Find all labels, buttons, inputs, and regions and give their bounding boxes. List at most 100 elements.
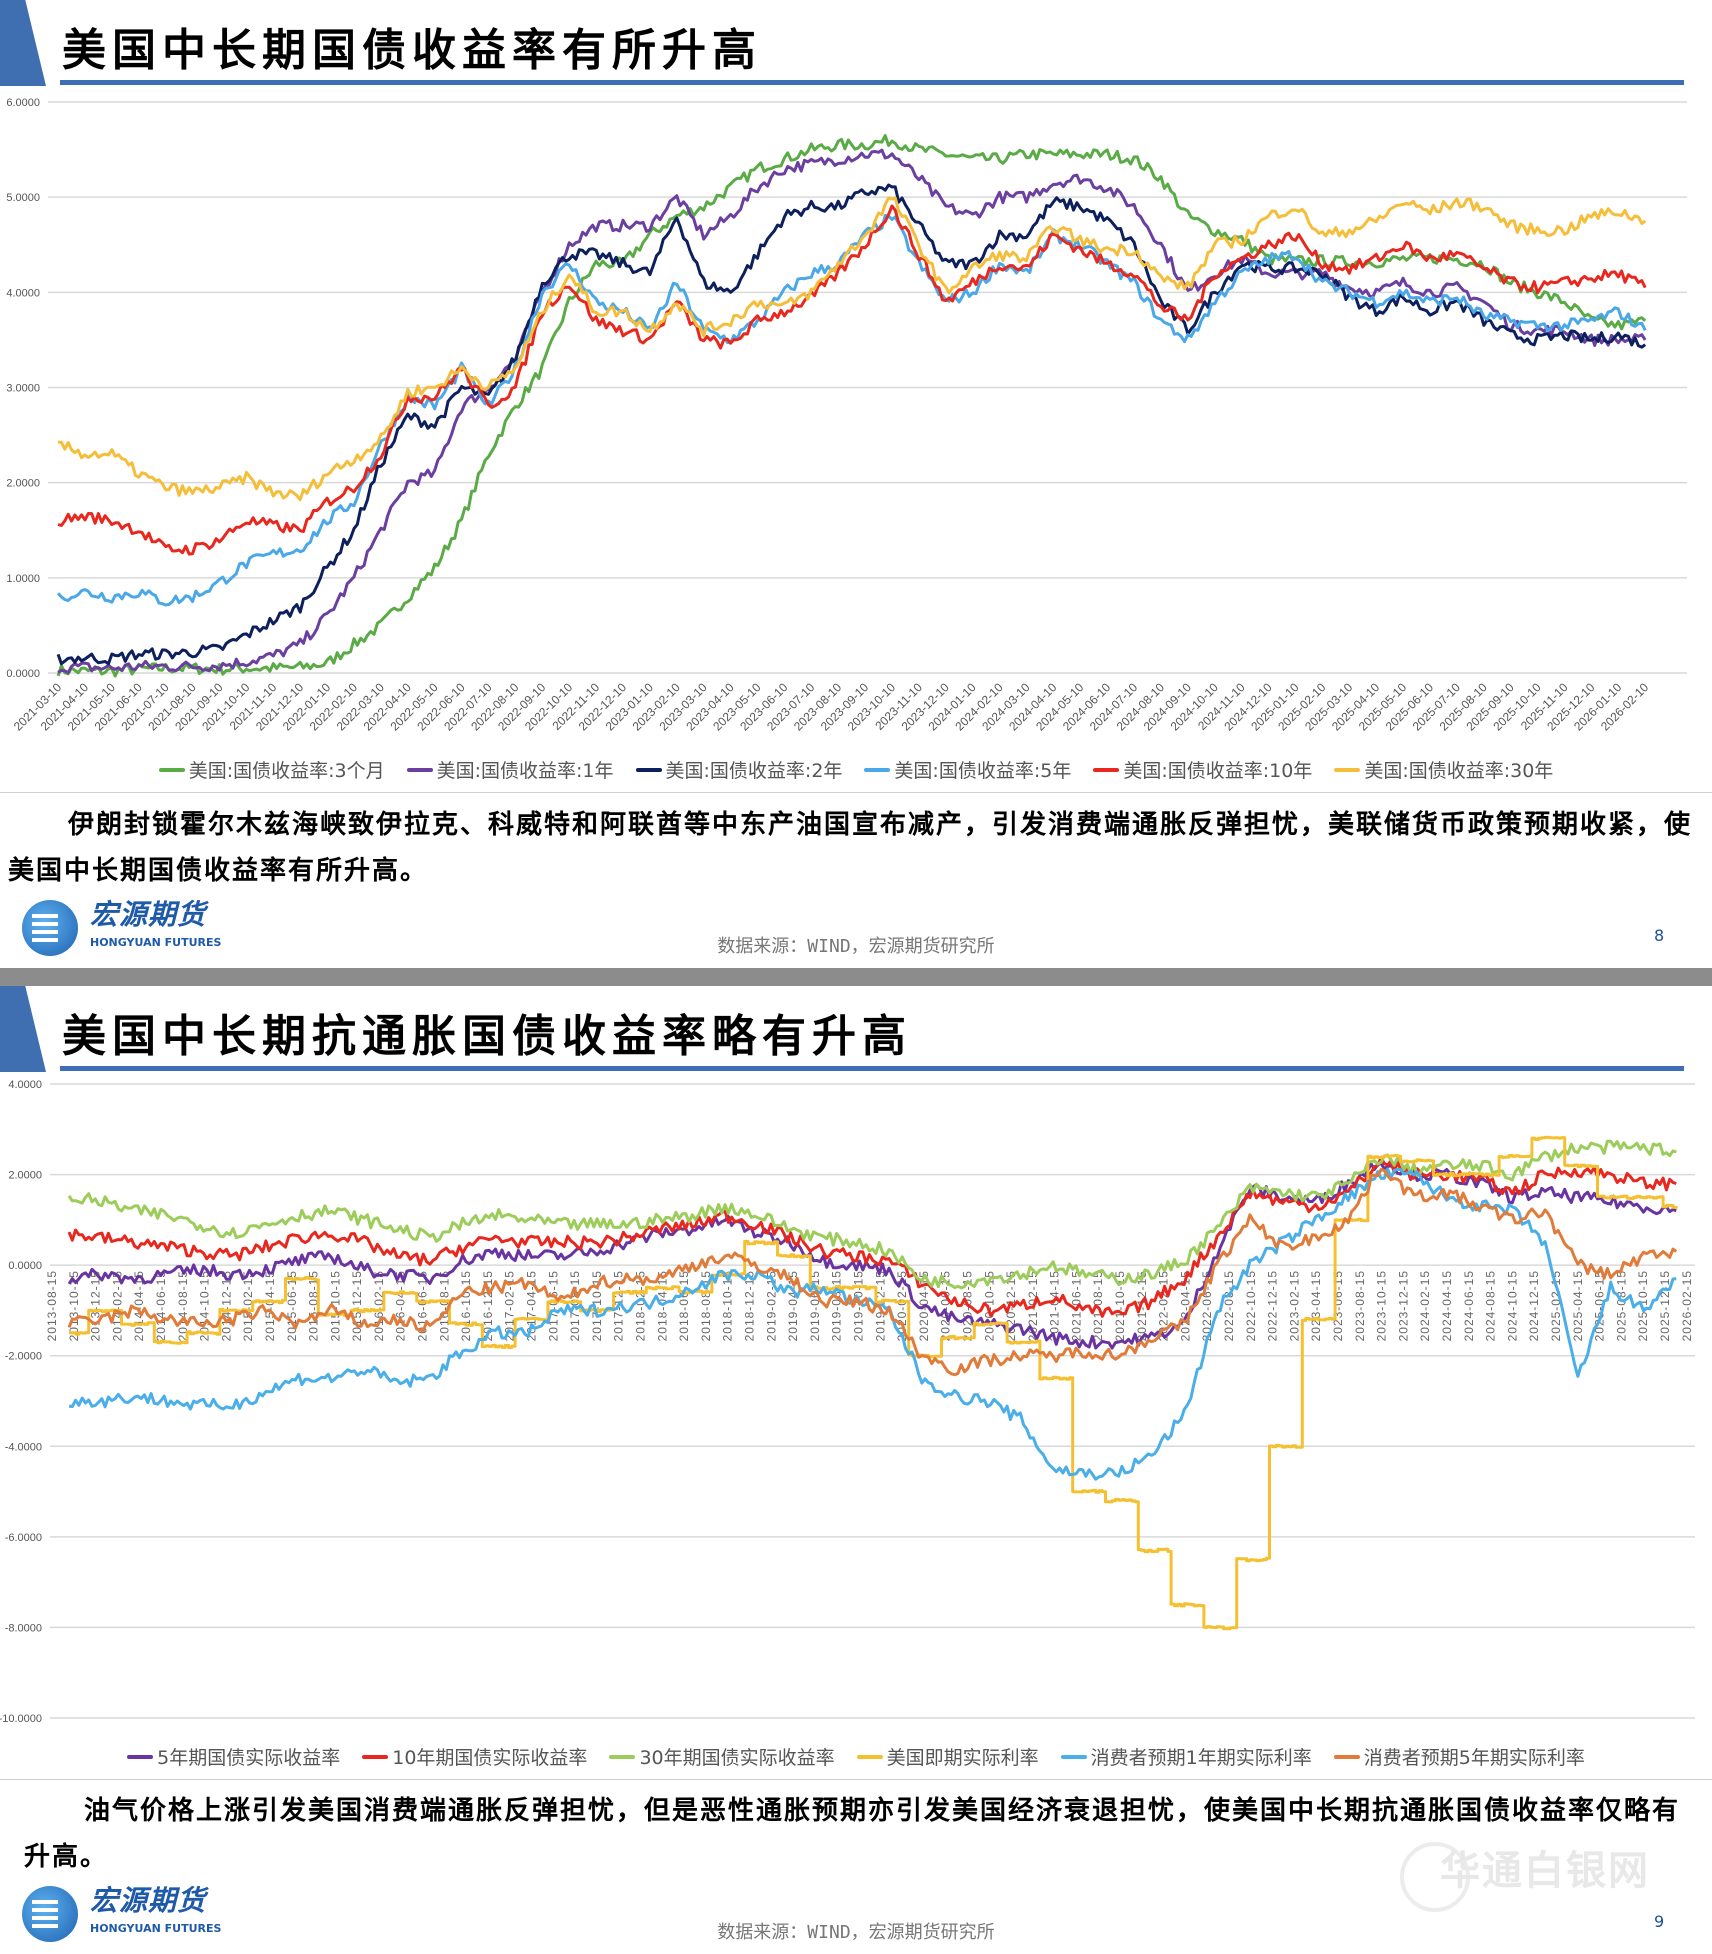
x-tick-label: 2023-06-15 — [1331, 1270, 1345, 1341]
legend-item: 消费者预期1年期实际利率 — [1060, 1743, 1312, 1770]
y-tick-label: -6.0000 — [5, 1532, 42, 1544]
x-tick-label: 2017-10-15 — [590, 1270, 604, 1341]
x-tick-label: 2014-06-15 — [154, 1270, 168, 1341]
x-tick-label: 2018-12-15 — [742, 1270, 756, 1341]
x-tick-label: 2019-08-15 — [830, 1270, 844, 1341]
y-tick-label: 2.0000 — [8, 1170, 42, 1182]
series-line-2 — [56, 183, 1647, 666]
series-line-3 — [69, 1135, 1678, 1631]
series-line-5 — [58, 196, 1647, 502]
x-tick-label: 2015-06-15 — [285, 1270, 299, 1341]
legend-swatch-icon — [158, 767, 185, 772]
y-tick-label: -8.0000 — [5, 1622, 42, 1634]
x-tick-label: 2021-06-15 — [1069, 1270, 1083, 1341]
chart-legend: 美国:国债收益率:3个月 美国:国债收益率:1年 美国:国债收益率:2年 美国:国债收… — [0, 756, 1712, 783]
x-tick-label: 2024-06-15 — [1462, 1270, 1476, 1341]
x-tick-label: 2021-10-15 — [1113, 1270, 1127, 1341]
x-tick-label: 2025-06-15 — [1593, 1270, 1607, 1341]
y-tick-label: 0.0000 — [6, 668, 40, 680]
x-tick-label: 2023-08-15 — [1353, 1270, 1367, 1341]
data-source: 数据来源：WIND，宏源期货研究所 — [717, 1922, 995, 1943]
legend-item: 美国:国债收益率:10年 — [1093, 756, 1312, 783]
title-underline — [60, 80, 1684, 85]
legend-item: 美国:国债收益率:3个月 — [158, 756, 385, 783]
legend-label: 消费者预期1年期实际利率 — [1090, 1747, 1312, 1769]
title-accent-tab — [0, 986, 46, 1072]
legend-label: 美国即期实际利率 — [886, 1747, 1039, 1769]
legend-label: 美国:国债收益率:2年 — [665, 760, 843, 782]
page-number: 9 — [1654, 1912, 1665, 1931]
legend-item: 美国:国债收益率:30年 — [1334, 756, 1553, 783]
x-tick-label: 2014-12-15 — [219, 1270, 233, 1341]
page-number: 8 — [1654, 926, 1665, 945]
series-line-4 — [57, 204, 1647, 556]
logo-mark-icon — [22, 900, 78, 956]
series-line-1 — [57, 148, 1647, 675]
series-line-0 — [56, 134, 1647, 678]
x-tick-label: 2020-06-15 — [939, 1270, 953, 1341]
x-tick-label: 2016-04-15 — [394, 1270, 408, 1341]
tips-real-yield-chart: 4.0000 2.0000 0.0000 -2.0000 -4.0000 -6.0000 -… — [0, 1079, 1695, 1725]
legend-swatch-icon — [635, 767, 662, 772]
slide-8: 美国中长期国债收益率有所升高 6.0000 5.0000 4.0000 3.0000 2… — [0, 0, 1712, 968]
y-tick-label: 2.0000 — [6, 478, 40, 490]
y-tick-label: 6.0000 — [6, 97, 40, 109]
y-tick-label: 3.0000 — [6, 383, 40, 395]
y-tick-label: 4.0000 — [6, 287, 40, 299]
commentary-text: 油气价格上涨引发美国消费端通胀反弹担忧，但是恶性通胀预期亦引发美国经济衰退担忧，… — [24, 1796, 1681, 1872]
legend-swatch-icon — [406, 767, 433, 772]
legend-swatch-icon — [609, 1754, 636, 1759]
series-line-3 — [56, 214, 1647, 607]
legend-item: 美国即期实际利率 — [856, 1743, 1039, 1770]
x-tick-label: 2018-06-15 — [677, 1270, 691, 1341]
legend-label: 美国:国债收益率:30年 — [1364, 760, 1554, 782]
chart-legend: 5年期国债实际收益率 10年期国债实际收益率 30年期国债实际收益率 美国即期实际利率… — [0, 1743, 1712, 1770]
legend-label: 美国:国债收益率:10年 — [1123, 760, 1313, 782]
series-line-5 — [67, 1168, 1678, 1377]
company-logo: 宏源期货 HONGYUAN FUTURES — [22, 898, 232, 956]
x-tick-label: 2025-10-15 — [1636, 1270, 1650, 1341]
watermark: 华通白银网 — [1440, 1848, 1650, 1894]
y-tick-label: 0.0000 — [8, 1260, 42, 1272]
x-tick-label: 2015-10-15 — [328, 1270, 342, 1341]
legend-item: 30年期国债实际收益率 — [609, 1743, 835, 1770]
legend-swatch-icon — [1334, 767, 1361, 772]
legend-swatch-icon — [127, 1754, 154, 1759]
x-tick-label: 2022-08-15 — [1222, 1270, 1236, 1341]
x-tick-label: 2015-02-15 — [241, 1270, 255, 1341]
legend-label: 美国:国债收益率:5年 — [894, 760, 1072, 782]
slide-9: 美国中长期抗通胀国债收益率略有升高 4.0000 2.0000 0.0000 -2.0… — [0, 986, 1712, 1954]
x-tick-label: 2023-10-15 — [1375, 1270, 1389, 1341]
slide-separator — [0, 968, 1712, 986]
x-tick-label: 2018-10-15 — [721, 1270, 735, 1341]
series-line-4 — [68, 1167, 1677, 1481]
legend-label: 5年期国债实际收益率 — [157, 1747, 341, 1769]
chart-divider — [0, 792, 1712, 793]
legend-swatch-icon — [864, 767, 891, 772]
x-tick-label: 2021-08-15 — [1091, 1270, 1105, 1341]
x-tick-label: 2023-12-15 — [1396, 1270, 1410, 1341]
x-tick-label: 2025-12-15 — [1658, 1270, 1672, 1341]
x-tick-label: 2022-12-15 — [1266, 1270, 1280, 1341]
y-tick-label: 1.0000 — [6, 573, 40, 585]
watermark-circle-icon — [1400, 1842, 1470, 1912]
slide-title: 美国中长期抗通胀国债收益率略有升高 — [62, 1011, 912, 1062]
logo-name-cn: 宏源期货 — [90, 1884, 207, 1917]
x-tick-label: 2015-12-15 — [350, 1270, 364, 1341]
x-tick-label: 2023-04-15 — [1309, 1270, 1323, 1341]
legend-swatch-icon — [1060, 1754, 1087, 1759]
y-tick-label: 5.0000 — [6, 192, 40, 204]
y-tick-label: 4.0000 — [8, 1079, 42, 1091]
y-tick-label: -10.0000 — [0, 1713, 42, 1725]
x-tick-label: 2025-04-15 — [1571, 1270, 1585, 1341]
x-tick-label: 2017-06-15 — [546, 1270, 560, 1341]
legend-item: 5年期国债实际收益率 — [127, 1743, 340, 1770]
treasury-yield-chart: 6.0000 5.0000 4.0000 3.0000 2.0000 1.0000 0.00… — [6, 97, 1687, 734]
title-accent-tab — [0, 0, 46, 86]
legend-label: 消费者预期5年期实际利率 — [1363, 1747, 1585, 1769]
legend-swatch-icon — [856, 1754, 883, 1759]
legend-swatch-icon — [1333, 1754, 1360, 1759]
x-tick-label: 2025-02-15 — [1549, 1270, 1563, 1341]
x-tick-label: 2016-08-15 — [437, 1270, 451, 1341]
series-line-2 — [67, 1139, 1677, 1290]
